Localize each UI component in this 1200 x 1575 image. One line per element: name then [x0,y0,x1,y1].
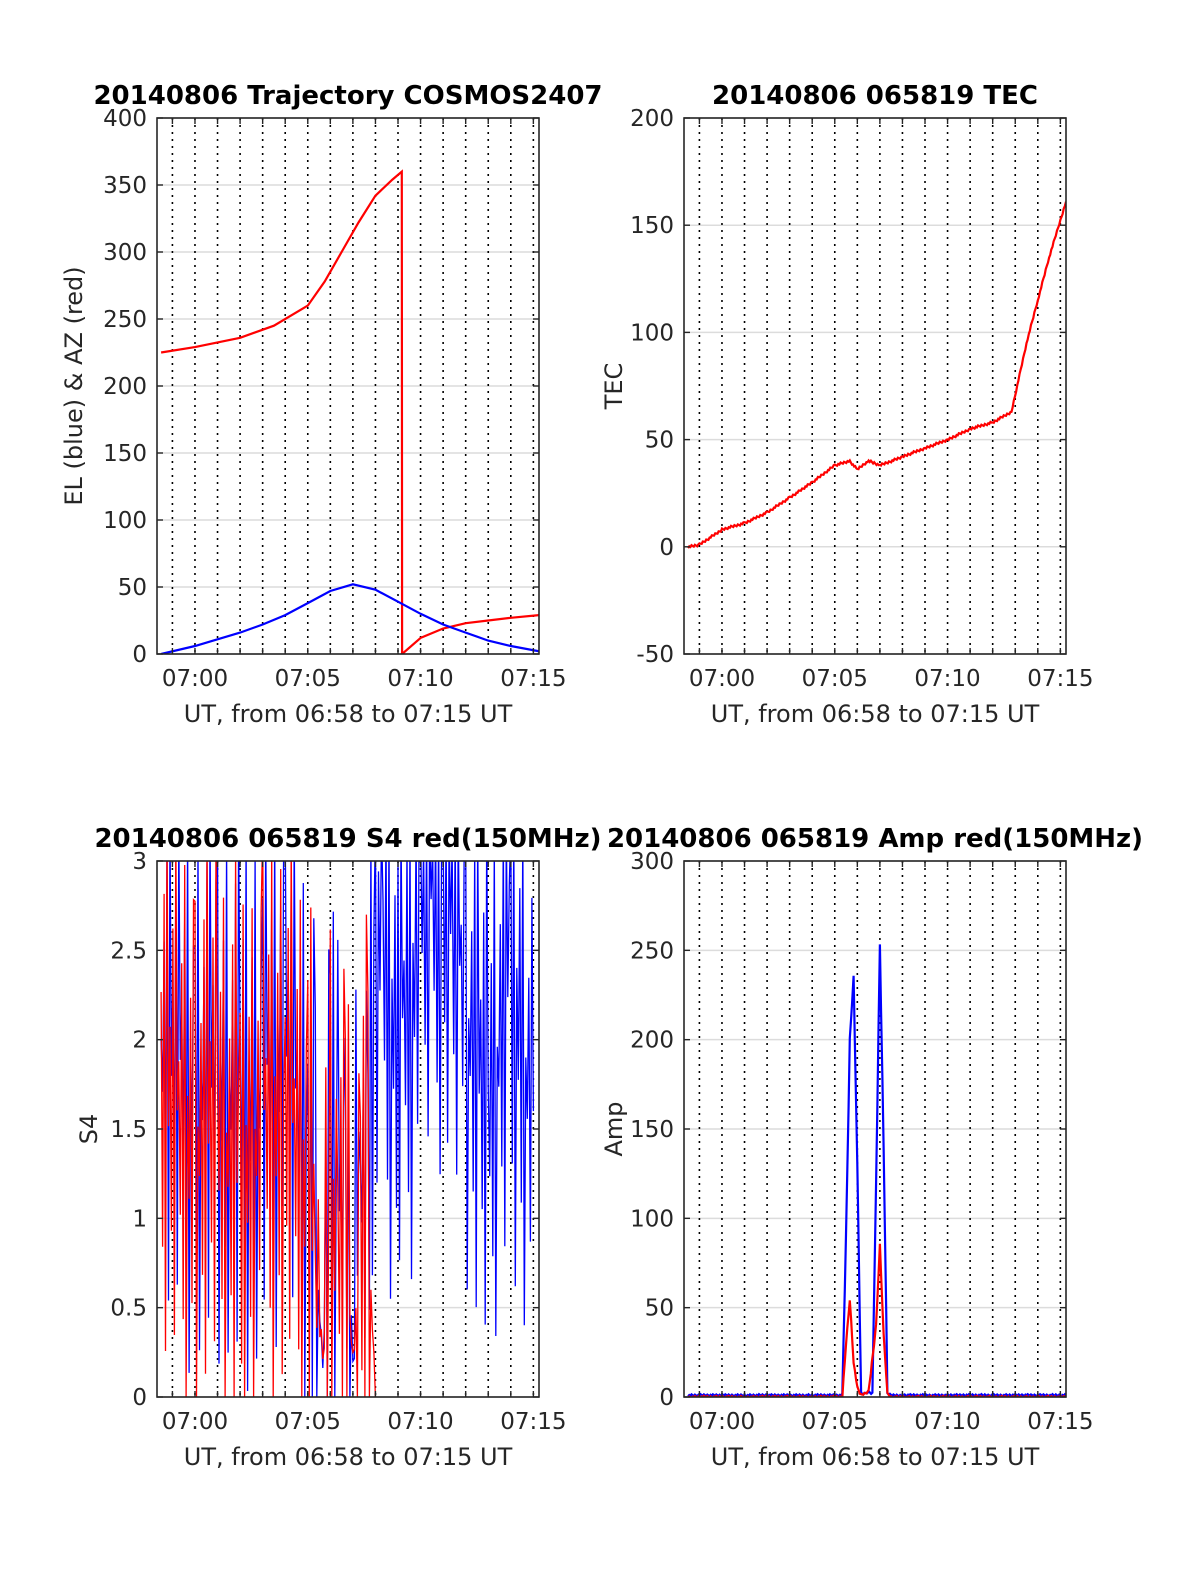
tec-title: 20140806 065819 TEC [712,81,1038,111]
s4-ylabel: S4 [75,1114,103,1145]
s4-xtick-label: 07:15 [500,1409,566,1435]
tec-xtick-label: 07:00 [689,666,755,692]
trajectory-ytick-label: 300 [103,240,147,266]
trajectory-ylabel: EL (blue) & AZ (red) [60,266,88,505]
s4-ytick-label: 0 [132,1385,147,1411]
trajectory-ytick-label: 100 [103,508,147,534]
trajectory-ytick-label: 400 [103,106,147,132]
s4-xlabel: UT, from 06:58 to 07:15 UT [184,1443,513,1471]
s4-ytick-label: 2 [132,1028,147,1054]
s4-ytick-label: 0.5 [110,1296,147,1322]
s4-series-red [160,861,377,1397]
amp-ytick-label: 200 [630,1028,674,1054]
tec-xlabel: UT, from 06:58 to 07:15 UT [711,700,1040,728]
s4-title: 20140806 065819 S4 red(150MHz) [94,824,601,854]
amp-series-blue [687,944,1066,1397]
s4-xtick-label: 07:10 [387,1409,453,1435]
amp-ytick-label: 250 [630,938,674,964]
tec-ytick-label: 150 [630,213,674,239]
tec-xtick-label: 07:10 [914,666,980,692]
tec-xtick-label: 07:15 [1027,666,1093,692]
amp-ytick-label: 50 [645,1296,674,1322]
tec-xtick-label: 07:05 [802,666,868,692]
s4-panel: 07:00 07:05 07:10 07:15 0 0.5 1 1.5 2 2.5 32014080… [75,824,602,1471]
tec-ytick-label: 50 [645,428,674,454]
s4-xtick-label: 07:05 [275,1409,341,1435]
trajectory-xtick-label: 07:10 [387,666,453,692]
tec-axes-box [683,117,1067,655]
s4-ytick-label: 3 [132,849,147,875]
amp-ylabel: Amp [600,1101,628,1156]
trajectory-xlabel: UT, from 06:58 to 07:15 UT [184,700,513,728]
amp-xtick-label: 07:10 [914,1409,980,1435]
trajectory-series-red [160,169,539,654]
amp-series-red [687,1243,1066,1397]
trajectory-ytick-label: 200 [103,374,147,400]
tec-panel: 07:00 07:05 07:10 07:15 -50 0 50 100 150 200 20140… [600,81,1094,728]
amp-xlabel: UT, from 06:58 to 07:15 UT [711,1443,1040,1471]
amp-panel: 07:00 07:05 07:10 07:15 0 50 100 150 200 250 30020… [600,824,1143,1471]
s4-ytick-label: 2.5 [110,938,147,964]
trajectory-xtick-label: 07:00 [162,666,228,692]
amp-xtick-label: 07:00 [689,1409,755,1435]
trajectory-title: 20140806 Trajectory COSMOS2407 [93,81,602,111]
tec-ytick-label: 200 [630,106,674,132]
trajectory-ytick-label: 150 [103,441,147,467]
s4-ytick-label: 1 [132,1206,147,1232]
tec-ytick-label: 100 [630,320,674,346]
amp-xtick-label: 07:15 [1027,1409,1093,1435]
trajectory-ytick-label: 50 [118,575,147,601]
trajectory-panel: 07:00 07:05 07:10 07:15 0 50 100 150 200 250 300 35… [60,81,603,728]
trajectory-series-blue [160,583,539,654]
trajectory-xtick-label: 07:05 [275,666,341,692]
trajectory-ytick-label: 350 [103,173,147,199]
trajectory-xtick-label: 07:15 [500,666,566,692]
amp-ytick-label: 0 [659,1385,674,1411]
trajectory-ytick-label: 250 [103,307,147,333]
amp-xtick-label: 07:05 [802,1409,868,1435]
amp-title: 20140806 065819 Amp red(150MHz) [607,824,1143,854]
s4-ytick-label: 1.5 [110,1117,147,1143]
tec-ytick-label: 0 [659,535,674,561]
amp-ytick-label: 150 [630,1117,674,1143]
amp-ytick-label: 100 [630,1206,674,1232]
tec-ylabel: TEC [600,363,628,411]
tec-ytick-label: -50 [636,642,674,668]
trajectory-ytick-label: 0 [132,642,147,668]
s4-xtick-label: 07:00 [162,1409,228,1435]
amp-ytick-label: 300 [630,849,674,875]
tec-series-red [687,201,1066,549]
